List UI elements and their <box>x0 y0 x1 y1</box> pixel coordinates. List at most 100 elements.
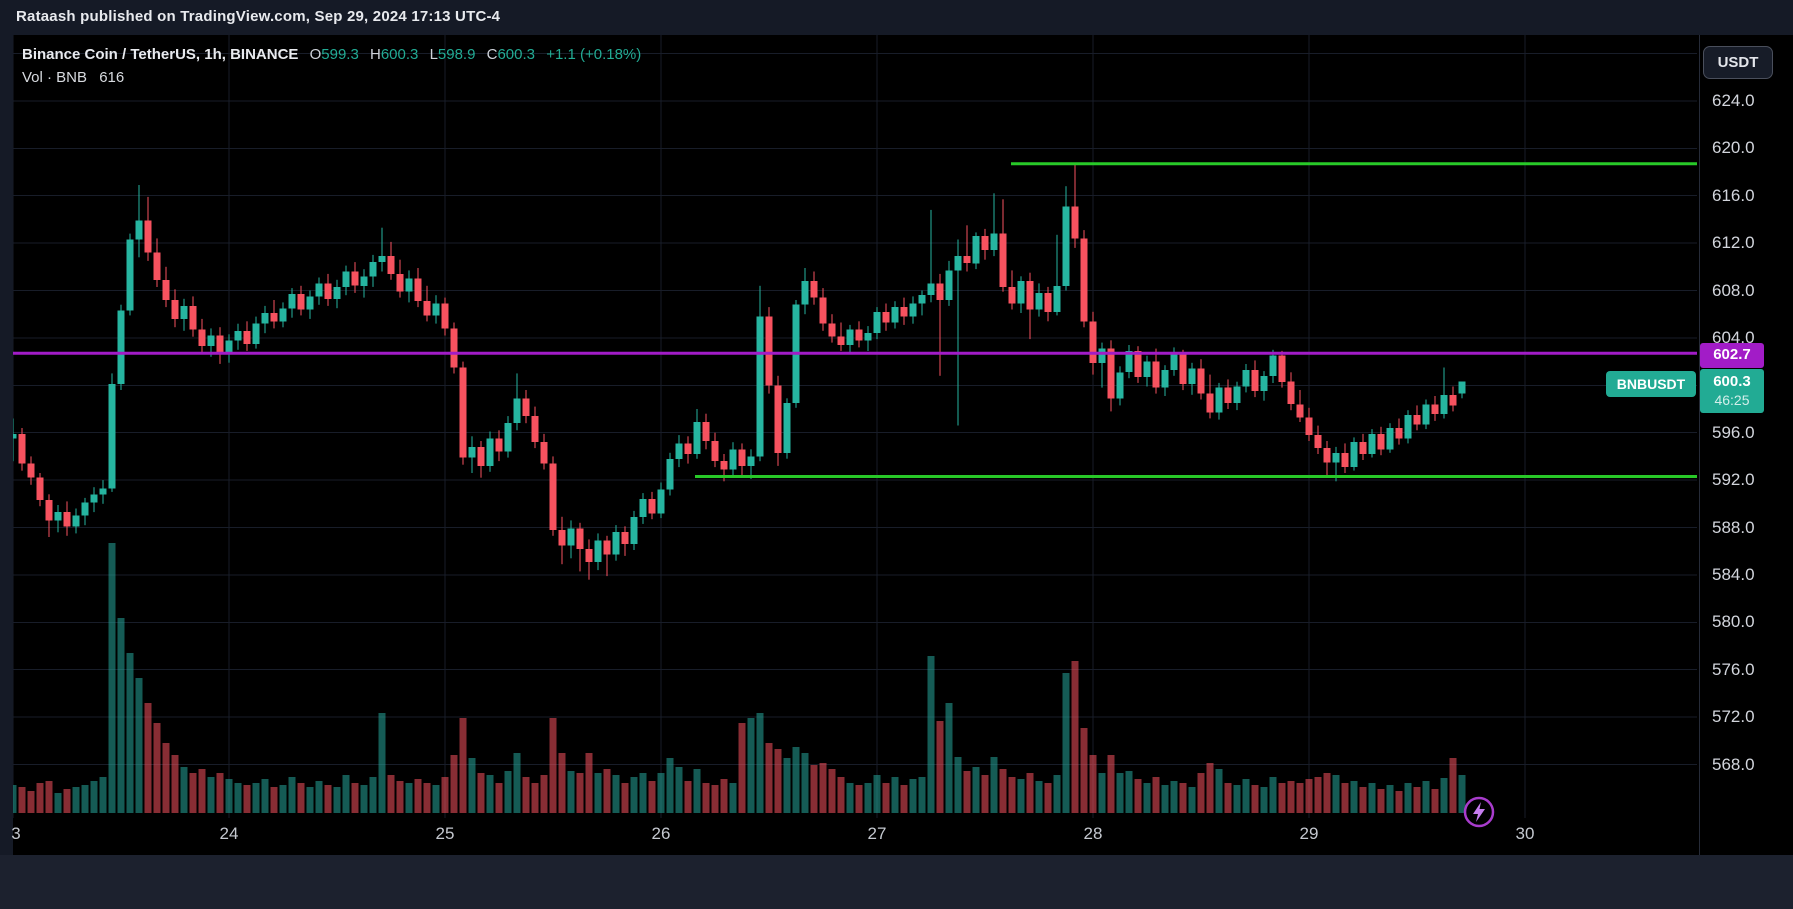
volume-bar <box>1206 763 1214 813</box>
volume-bar <box>621 783 629 813</box>
volume-bar <box>1431 789 1439 813</box>
candle-body <box>54 512 62 521</box>
volume-bar <box>477 773 485 813</box>
volume-bar <box>1395 791 1403 813</box>
candle-wick <box>966 225 968 272</box>
candle-wick <box>1056 234 1058 316</box>
last-price-value: 600.3 <box>1713 372 1751 390</box>
volume-bar <box>783 758 791 813</box>
price-scale-label: 572.0 <box>1712 707 1755 727</box>
candle-body <box>450 328 458 368</box>
volume-bar <box>630 777 638 813</box>
candle-wick <box>957 239 959 426</box>
volume-bar <box>45 781 53 813</box>
volume-bar <box>1080 728 1088 813</box>
volume-bar <box>1098 773 1106 813</box>
candle-body <box>252 323 260 344</box>
volume-bar <box>684 781 692 813</box>
candle-body <box>414 278 422 302</box>
volume-bar <box>1188 787 1196 813</box>
volume-bar <box>927 656 935 813</box>
volume-bar <box>1089 755 1097 813</box>
volume-legend[interactable]: Vol · BNB 616 <box>22 69 124 86</box>
candle-body <box>45 500 53 521</box>
candle-body <box>1377 433 1385 450</box>
candle-body <box>630 516 638 545</box>
candle-wick <box>381 227 383 272</box>
volume-bar <box>855 785 863 813</box>
candle-body <box>837 336 845 345</box>
candle-body <box>1368 433 1376 454</box>
volume-bar <box>1116 773 1124 813</box>
volume-bar <box>72 787 80 813</box>
volume-bar <box>63 789 71 813</box>
symbol-legend[interactable]: Binance Coin / TetherUS, 1h, BINANCE O59… <box>22 46 641 63</box>
volume-bar <box>243 785 251 813</box>
time-scale-label: 27 <box>867 824 887 843</box>
candle-body <box>702 422 710 441</box>
candle-body <box>288 294 296 309</box>
candle-body <box>954 256 962 271</box>
candle-body <box>423 301 431 316</box>
candle-body <box>90 494 98 503</box>
volume-bar <box>1449 758 1457 813</box>
candle-body <box>648 499 656 514</box>
volume-bar <box>1161 785 1169 813</box>
candle-body <box>180 305 188 319</box>
left-padding-strip <box>0 35 13 855</box>
volume-bar <box>153 723 161 813</box>
lightning-icon[interactable] <box>1462 795 1496 829</box>
volume-bar <box>801 753 809 813</box>
volume-bar <box>1305 779 1313 813</box>
symbol-title[interactable]: Binance Coin / TetherUS, 1h, BINANCE <box>22 46 299 63</box>
time-scale-label: 26 <box>651 824 671 843</box>
candle-body <box>873 311 881 334</box>
volume-bar <box>648 781 656 813</box>
candle-body <box>1350 442 1358 468</box>
volume-bar <box>1224 783 1232 813</box>
candle-body <box>225 340 233 355</box>
candle-body <box>1008 286 1016 304</box>
candle-body <box>810 281 818 298</box>
volume-value: 616 <box>99 69 125 86</box>
volume-bar <box>1422 781 1430 813</box>
volume-bar <box>288 777 296 813</box>
volume-bar <box>1017 779 1025 813</box>
volume-bar <box>1008 777 1016 813</box>
currency-toggle-button[interactable]: USDT <box>1703 46 1773 79</box>
candle-body <box>1413 414 1421 425</box>
volume-bar <box>252 783 260 813</box>
volume-bar <box>1107 755 1115 813</box>
candle-body <box>198 329 206 347</box>
volume-bar <box>225 779 233 813</box>
volume-bar <box>81 785 89 813</box>
volume-bar <box>1242 779 1250 813</box>
candle-body <box>1089 321 1097 363</box>
candle-body <box>711 441 719 462</box>
volume-bar <box>234 783 242 813</box>
volume-bar <box>693 769 701 813</box>
volume-bar <box>891 777 899 813</box>
volume-bar <box>99 777 107 813</box>
volume-bar <box>774 749 782 813</box>
level-price-tag: 602.7 <box>1700 343 1764 368</box>
candle-body <box>396 273 404 292</box>
footer-bar: TradingView <box>0 855 1793 909</box>
volume-bar <box>531 783 539 813</box>
volume-bar <box>576 773 584 813</box>
symbol-price-tag: BNBUSDT <box>1606 371 1696 397</box>
time-scale-label: 25 <box>435 824 455 843</box>
candle-body <box>387 256 395 274</box>
candle-body <box>1449 394 1457 406</box>
candle-body <box>270 313 278 322</box>
volume-bar <box>324 785 332 813</box>
volume-bar <box>108 543 116 813</box>
volume-bar <box>810 765 818 813</box>
candle-wick <box>1101 342 1103 388</box>
candle-body <box>117 310 125 385</box>
volume-bar <box>1251 785 1259 813</box>
low-label: L <box>429 46 438 63</box>
candle-body <box>1134 350 1142 377</box>
candle-body <box>1170 353 1178 370</box>
